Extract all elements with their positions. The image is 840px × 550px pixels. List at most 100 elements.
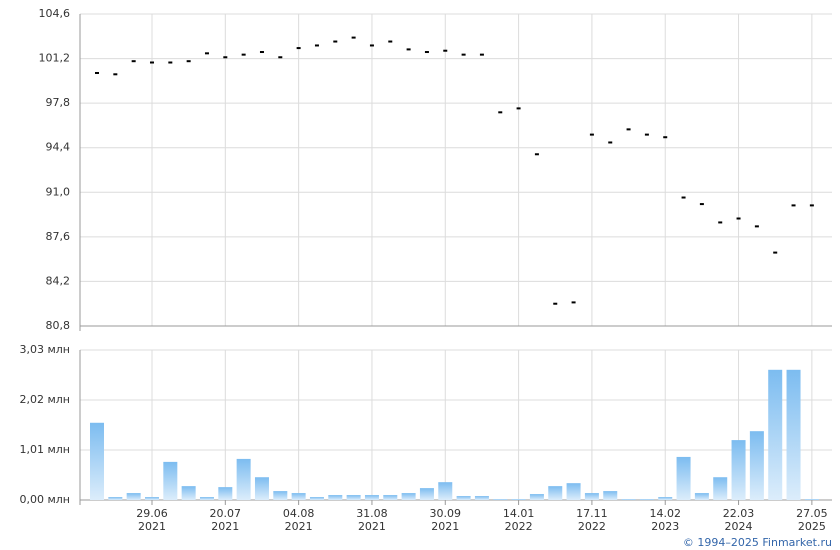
price-mark: [589, 133, 594, 136]
volume-bar: [511, 499, 526, 500]
y-tick-label: 0,00 млн: [19, 493, 70, 506]
volume-bar: [804, 499, 819, 500]
price-mark: [296, 47, 301, 50]
volume-bar: [126, 493, 141, 500]
volume-bar: [768, 369, 783, 500]
price-mark: [663, 136, 668, 139]
price-mark: [608, 141, 613, 144]
volume-bar: [731, 440, 746, 500]
volume-bar: [401, 493, 416, 500]
price-mark: [479, 53, 484, 56]
volume-bar: [493, 499, 508, 500]
price-mark: [461, 53, 466, 56]
price-mark: [516, 107, 521, 110]
y-tick-label: 84,2: [46, 274, 71, 287]
price-mark: [241, 53, 246, 56]
price-mark: [223, 56, 228, 59]
price-mark: [259, 51, 264, 54]
volume-bar: [419, 488, 434, 500]
volume-bar: [658, 497, 673, 500]
price-mark: [809, 204, 814, 207]
y-tick-label: 1,01 млн: [19, 443, 70, 456]
x-tick-label: 14.01 2022: [502, 507, 535, 533]
volume-bar: [694, 493, 709, 500]
y-tick-label: 104,6: [39, 7, 71, 20]
price-mark: [534, 153, 539, 156]
y-tick-label: 94,4: [46, 141, 71, 154]
volume-bar: [163, 461, 178, 500]
price-mark: [498, 111, 503, 114]
volume-bar: [786, 369, 801, 500]
price-mark: [424, 51, 429, 54]
price-mark: [773, 251, 778, 254]
volume-bar: [438, 482, 453, 500]
price-mark: [791, 204, 796, 207]
y-tick-label: 97,8: [46, 96, 71, 109]
volume-bar: [346, 495, 361, 500]
volume-bar: [254, 477, 269, 500]
volume-bar: [144, 497, 159, 500]
x-tick-label: 29.06 2021: [136, 507, 168, 533]
x-tick-label: 22.03 2024: [722, 507, 755, 533]
y-tick-label: 101,2: [39, 52, 71, 65]
price-mark: [443, 49, 448, 52]
y-tick-label: 3,03 млн: [19, 343, 70, 356]
price-mark: [626, 128, 631, 131]
price-mark: [113, 73, 118, 76]
x-tick-label: 27.05 2025: [796, 507, 828, 533]
price-mark: [149, 61, 154, 64]
volume-bar: [548, 486, 563, 500]
price-mark: [95, 71, 99, 74]
volume-bar: [364, 495, 379, 500]
volume-bar: [566, 483, 581, 500]
price-mark: [314, 44, 319, 47]
volume-bar: [603, 491, 618, 500]
price-mark: [553, 302, 558, 305]
volume-bar: [236, 458, 251, 500]
volume-bar: [383, 495, 398, 500]
price-mark: [351, 36, 356, 39]
volume-bar: [328, 495, 343, 500]
price-mark: [388, 40, 393, 43]
x-tick-label: 14.02 2023: [649, 507, 681, 533]
price-mark: [681, 196, 686, 199]
volume-bar: [713, 477, 728, 500]
volume-bar: [456, 496, 471, 500]
price-mark: [644, 133, 649, 136]
price-mark: [131, 60, 136, 63]
volume-bar: [291, 493, 306, 500]
volume-bar: [676, 456, 691, 500]
footer: © 1994–2025 Finmarket.ru: [682, 536, 832, 549]
price-mark: [571, 301, 576, 304]
volume-bar: [108, 497, 123, 500]
volume-bar: [584, 493, 599, 500]
price-mark: [168, 61, 173, 64]
volume-bar: [181, 486, 196, 500]
volume-bar: [639, 499, 654, 500]
price-mark: [754, 225, 759, 228]
y-tick-label: 91,0: [46, 185, 71, 198]
x-tick-label: 31.08 2021: [356, 507, 388, 533]
price-mark: [369, 44, 374, 47]
y-tick-label: 87,6: [46, 230, 71, 243]
price-mark: [718, 221, 723, 224]
volume-bar: [90, 422, 104, 500]
y-tick-label: 2,02 млн: [19, 393, 70, 406]
volume-bar: [309, 497, 324, 500]
volume-bar: [621, 499, 636, 500]
x-tick-label: 20.07 2021: [209, 507, 242, 533]
volume-bar: [749, 431, 764, 500]
volume-bar: [199, 497, 214, 500]
volume-bar: [218, 487, 233, 500]
price-mark: [204, 52, 209, 55]
x-tick-label: 30.09 2021: [429, 507, 462, 533]
volume-bar: [474, 496, 489, 500]
price-mark: [736, 217, 741, 220]
price-mark: [278, 56, 283, 59]
price-mark: [406, 48, 411, 51]
x-tick-label: 17.11 2022: [576, 507, 608, 533]
price-mark: [186, 60, 191, 63]
y-tick-label: 80,8: [46, 319, 71, 332]
volume-bar: [273, 491, 288, 500]
